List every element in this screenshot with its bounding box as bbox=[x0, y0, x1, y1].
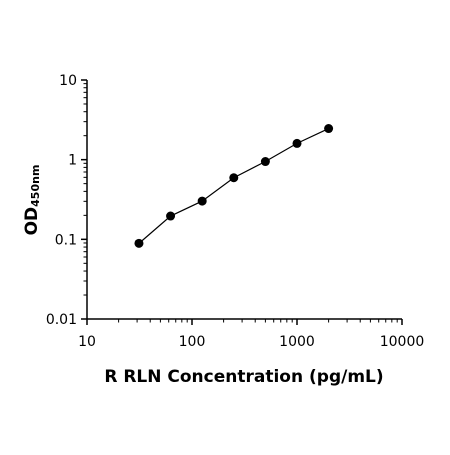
axes bbox=[86, 80, 402, 320]
data-point bbox=[292, 138, 302, 148]
data-point bbox=[134, 238, 144, 248]
data-point bbox=[197, 196, 207, 206]
y-axis-title-main: OD bbox=[22, 207, 42, 236]
y-tick-label: 10 bbox=[59, 73, 77, 89]
data-point bbox=[260, 157, 270, 167]
x-tick-label: 10 bbox=[78, 334, 96, 350]
y-tick-label: 0.1 bbox=[55, 232, 77, 248]
x-tick-label: 100 bbox=[179, 334, 206, 350]
y-axis-title: OD450nm bbox=[22, 165, 42, 236]
ticks: 10 100 1000 10000 0.01 0.1 1 10 bbox=[46, 73, 424, 350]
data-point bbox=[229, 173, 239, 183]
x-tick-label: 10000 bbox=[380, 334, 425, 350]
y-tick-label: 1 bbox=[68, 153, 77, 169]
data-point bbox=[166, 211, 176, 221]
x-tick-label: 1000 bbox=[279, 334, 315, 350]
data-points bbox=[134, 124, 334, 248]
y-tick-label: 0.01 bbox=[46, 312, 77, 328]
x-axis-title: R RLN Concentration (pg/mL) bbox=[104, 367, 383, 387]
data-point bbox=[324, 124, 334, 134]
y-axis-title-subscript: 450nm bbox=[29, 165, 42, 207]
